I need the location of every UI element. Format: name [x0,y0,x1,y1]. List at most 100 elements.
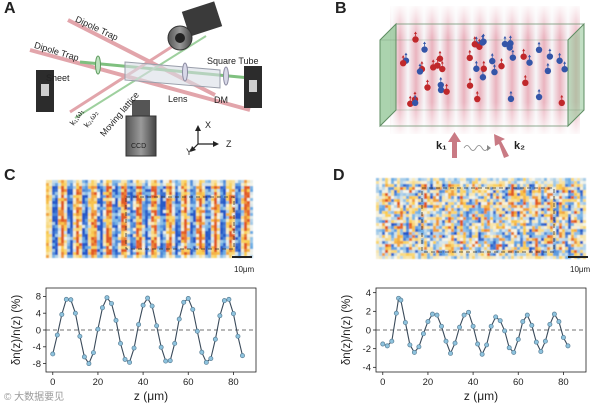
x-axis-label: z (μm) [134,389,168,403]
y-tick-label: 4 [366,288,371,299]
data-point [407,342,413,348]
data-point [163,358,169,364]
y-tick-label: -4 [33,342,41,353]
sheet-lens [95,55,101,75]
atom [535,89,543,101]
atom [480,60,488,72]
data-point [127,359,132,365]
panel-letter-b: B [335,0,347,17]
dm-lens [223,66,229,86]
data-point [529,322,535,328]
label-sheet: Sheet [46,73,70,83]
data-point [466,309,472,315]
label-dm: DM [214,95,228,105]
atom [466,49,473,62]
data-point [181,299,187,305]
y-tick-label: 8 [36,292,41,303]
data-point [452,340,458,346]
atom [474,91,481,103]
data-point [506,345,512,351]
x-tick-label: 0 [380,377,385,388]
data-point [240,353,245,359]
label-k1: k₁ [436,140,447,152]
data-point [118,340,123,346]
data-point [420,331,426,337]
data-point [54,332,60,338]
square-tube [124,61,221,89]
atom [436,50,444,62]
atom [466,77,474,89]
atom [416,63,424,75]
data-point [411,349,417,355]
atom [479,34,486,46]
data-point [194,328,200,334]
photon-wiggle [463,145,489,151]
atom-cloud [399,31,568,107]
data-point [63,296,69,302]
data-point [542,338,548,344]
data-point [81,354,87,360]
data-point [77,333,83,339]
x-tick-label: 0 [50,377,55,388]
atom [424,79,431,91]
atom [412,31,419,43]
roi-box-d [421,187,555,253]
atom [520,48,527,60]
label-square-tube: Square Tube [207,56,259,66]
data-point [59,312,65,317]
y-tick-label: 0 [366,325,371,336]
atom [489,53,496,65]
scale-label-d: 10μm [570,265,591,274]
x-tick-label: 40 [138,377,149,388]
data-point [50,351,56,357]
data-point [556,319,562,325]
x-tick-label: 60 [513,377,524,388]
data-point [380,341,386,347]
y-tick-label: 2 [366,307,371,318]
ccd-camera [125,115,157,157]
data-point [68,297,74,303]
atom [491,64,498,76]
atom [443,83,450,95]
roi-box-c [125,196,235,250]
atom [421,41,428,53]
data-point [448,350,453,356]
data-point [212,336,218,342]
data-point [511,349,517,355]
data-point [443,338,449,344]
data-point [475,341,481,347]
data-point [560,335,566,340]
atom [544,62,552,75]
atom [556,52,563,64]
data-point [199,349,205,355]
atom [501,36,509,48]
y-tick-label: 4 [36,309,41,320]
tube-end-left [379,22,397,128]
label-axis-y: Y [186,147,193,157]
x-axis-label: z (μm) [464,389,498,403]
data-point [389,338,395,344]
atom [526,54,533,66]
y-tick-label: -8 [33,359,41,370]
data-point [393,310,399,316]
y-axis-label: δn(z)/n(z) (%) [341,295,353,365]
data-point [493,314,499,320]
ccd-lens-barrel [132,100,150,116]
data-point [208,356,214,362]
y-tick-label: -4 [363,363,371,374]
label-axis-x: X [205,120,212,130]
atom [407,95,414,107]
data-point [402,320,408,325]
data-point [461,312,467,318]
y-tick-label: 0 [36,325,41,336]
data-point [434,312,440,318]
data-point [430,311,435,317]
atom [558,94,565,107]
right-laser-window [249,80,257,92]
atom [473,60,480,72]
data-point [416,344,422,350]
atom [522,74,529,87]
data-point [176,316,182,322]
atom [411,94,419,107]
